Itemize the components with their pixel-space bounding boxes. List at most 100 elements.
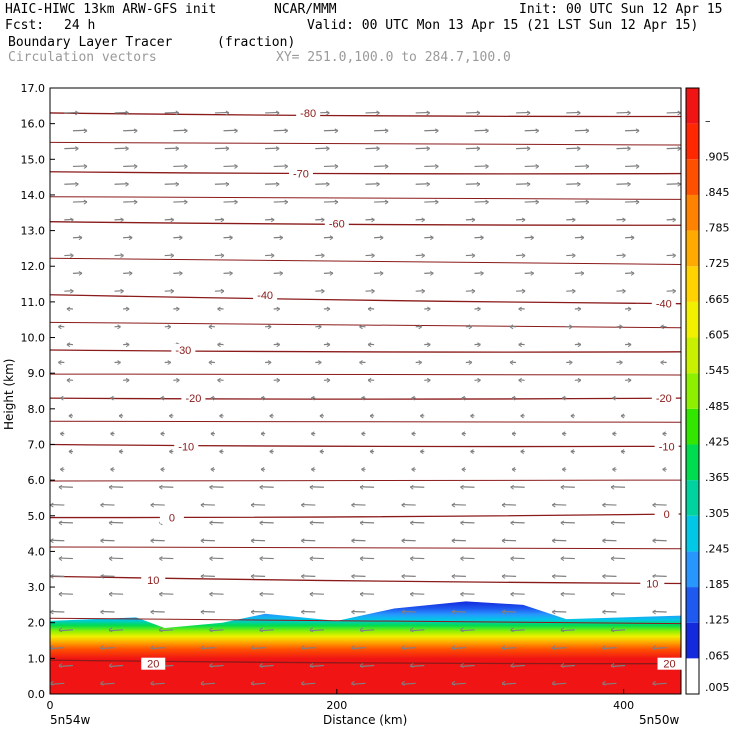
wind-vector [652,503,667,506]
wind-vector-head [133,128,138,134]
wind-vector-head [411,395,415,401]
isotherm-line [49,196,682,200]
wind-vector-head [520,413,524,419]
wind-vector-head [250,645,255,651]
wind-vector-head [551,538,556,544]
wind-vector [351,647,366,650]
wind-vector-head [367,342,372,348]
wind-vector-head [100,502,104,508]
field-name: Boundary Layer Tracer [8,35,173,50]
wind-vector-head [50,573,54,579]
wind-vector-head [551,680,556,686]
isotherm-label-bg [181,392,206,405]
wind-vector [566,183,581,185]
wind-vector [415,183,430,185]
wind-vector-head [250,502,255,508]
wind-vector-head [501,680,506,686]
wind-vector [50,647,65,650]
isotherm-label: 10 [147,575,159,587]
wind-vector-head [461,395,466,401]
wind-vector-head [480,270,484,276]
wind-vector-head [70,288,74,294]
wind-vector-head [250,609,255,615]
y-tick-label: 2.0 [28,617,46,630]
wind-vector [524,129,539,132]
wind-vector [625,165,640,168]
wind-vector-head [612,431,616,437]
wind-vector-head [610,591,615,597]
wind-vector-head [510,591,514,597]
colorbar-swatch [686,301,699,338]
wind-vector-head [470,449,474,455]
wind-vector-head [460,591,464,597]
wind-vector-head [376,181,380,187]
wind-vector-head [311,395,315,401]
isotherm-label: -70 [293,169,309,181]
wind-vector [410,557,425,560]
colorbar-swatch [686,194,699,231]
isotherm-label-bg [651,392,676,405]
wind-vector-head [510,520,514,526]
wind-vector [109,629,124,632]
wind-vector-head [662,431,666,437]
wind-vector [410,486,425,488]
wind-vector-head [229,270,233,276]
valid-time: Valid: 00 UTC Mon 13 Apr 15 (21 LST Sun … [307,18,699,33]
wind-vector-head [108,520,113,526]
wind-vector-head [602,609,606,615]
wind-vector [415,111,430,114]
wind-vector [360,486,375,488]
wind-vector-head [128,270,133,276]
wind-vector [401,682,416,685]
wind-vector [259,664,274,668]
wind-vector-head [677,181,681,187]
wind-vector [109,486,124,488]
wind-vector-head [476,110,481,116]
wind-vector [552,647,567,650]
wind-vector-head [125,342,130,348]
wind-vector [301,539,316,542]
wind-vector [164,147,179,150]
wind-vector-head [125,146,129,152]
wind-vector [360,557,375,560]
wind-vector-head [159,556,163,561]
wind-vector [460,486,475,488]
wind-vector-head [309,556,314,561]
isotherm-label: -30 [175,345,191,357]
wind-vector-head [526,181,531,187]
wind-vector-head [561,395,566,401]
wind-vector-head [477,377,481,383]
wind-vector-head [610,663,615,668]
wind-vector-head [329,235,334,241]
wind-vector [574,165,589,168]
wind-vector [602,575,617,577]
wind-vector-head [451,680,456,686]
model-title: HAIC-HIWC 13km ARW-GFS init [5,2,217,17]
wind-vector-head [58,663,63,668]
wind-vector [360,664,375,668]
wind-vector [616,147,631,150]
colorbar-swatch [686,337,699,374]
wind-vector-head [511,431,516,437]
wind-vector-head [602,538,606,544]
wind-vector-head [568,324,573,330]
wind-vector-head [635,164,640,169]
wind-vector-head [284,164,288,169]
wind-vector-head [301,645,305,651]
wind-vector-head [602,502,606,508]
wind-vector [374,129,389,132]
wind-vector [625,200,640,203]
wind-vector-head [267,324,272,330]
isotherm-line [49,617,682,625]
wind-vector-head [551,573,556,579]
circulation-vectors [50,110,681,686]
wind-vector [100,682,115,685]
wind-vector-head [200,573,205,579]
wind-vector-head [200,538,205,544]
wind-vector-head [560,556,565,561]
wind-vector-head [426,110,430,116]
wind-vector-head [234,128,238,134]
wind-vector [114,147,129,150]
wind-vector-head [83,128,88,134]
wind-vector [410,521,425,524]
